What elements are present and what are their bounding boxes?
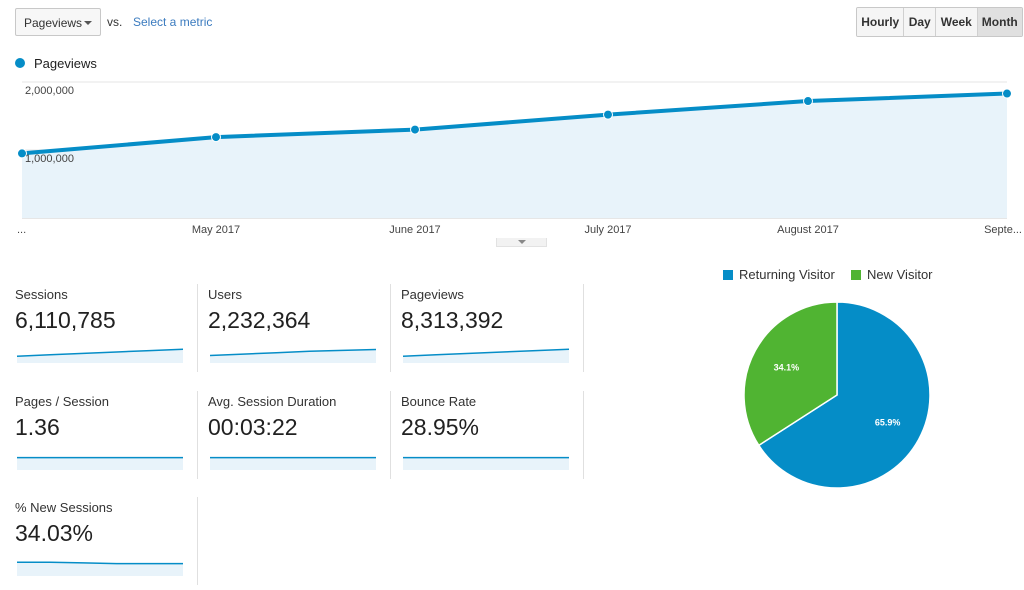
tile-divider: [197, 497, 198, 585]
range-week-button[interactable]: Week: [936, 8, 978, 36]
metric-tile[interactable]: Pageviews 8,313,392: [401, 287, 584, 371]
series-line-pageviews: [21, 91, 1008, 156]
chart-collapse-handle[interactable]: [496, 238, 547, 247]
tile-divider: [390, 391, 391, 479]
metric-tile[interactable]: Bounce Rate 28.95%: [401, 394, 584, 478]
metric-sparkline: [403, 456, 569, 470]
tile-divider: [390, 284, 391, 372]
sparkline-area: [210, 349, 376, 363]
legend-swatch: [723, 269, 733, 280]
time-range-selector: Hourly Day Week Month: [856, 7, 1023, 37]
tile-divider: [197, 284, 198, 372]
range-month-button[interactable]: Month: [977, 8, 1022, 36]
sparkline-area: [17, 562, 183, 576]
chevron-down-icon: [84, 21, 92, 25]
sparkline-area: [17, 457, 183, 470]
metric-sparkline: [16, 348, 184, 363]
legend-marker: [15, 58, 25, 68]
sparkline-line: [16, 348, 184, 357]
pie-slice-returning-visitor[interactable]: [757, 301, 931, 489]
series-area-pageviews: [22, 93, 1007, 218]
x-tick-label: Septe...: [984, 224, 1022, 236]
range-hourly-button[interactable]: Hourly: [857, 8, 905, 36]
data-point[interactable]: [1002, 88, 1012, 99]
pie-slice-label: 65.9%: [875, 418, 901, 428]
metric-label: Bounce Rate: [401, 394, 477, 409]
legend-label-returning-visitor: Returning Visitor: [739, 267, 835, 282]
x-tick-label: May 2017: [192, 224, 240, 236]
metric-tile[interactable]: % New Sessions 34.03%: [15, 500, 198, 584]
sparkline-area: [210, 457, 376, 470]
sparkline-line: [402, 348, 570, 357]
legend-swatch: [851, 269, 861, 280]
sparkline-area: [403, 457, 569, 470]
metric-value: 8,313,392: [401, 307, 504, 333]
tile-divider: [583, 391, 584, 479]
metric-sparkline: [402, 348, 570, 363]
metric-tile[interactable]: Pages / Session 1.36: [15, 394, 198, 478]
metric-sparkline: [17, 456, 183, 470]
legend-label-new-visitor: New Visitor: [867, 267, 933, 282]
metric-label: Sessions: [15, 287, 68, 302]
metric-value: 28.95%: [401, 414, 480, 440]
metric-value: 1.36: [15, 414, 60, 440]
metric-value: 6,110,785: [15, 307, 116, 333]
sparkline-line: [17, 561, 183, 565]
legend-label-pageviews: Pageviews: [34, 56, 97, 71]
x-tick-label: July 2017: [584, 224, 631, 236]
data-point[interactable]: [17, 148, 27, 159]
sparkline-area: [17, 349, 183, 363]
range-day-button[interactable]: Day: [904, 8, 937, 36]
x-tick-label: June 2017: [389, 224, 440, 236]
metric-value: 00:03:22: [208, 414, 298, 440]
metric-label: Users: [208, 287, 242, 302]
pie-slice-new-visitor[interactable]: [743, 301, 838, 447]
metric-tile[interactable]: Avg. Session Duration 00:03:22: [208, 394, 391, 478]
metric-sparkline: [209, 348, 377, 363]
vs-label: vs.: [107, 15, 123, 29]
tile-divider: [197, 391, 198, 479]
y-tick-label: 1,000,000: [25, 153, 74, 165]
data-point[interactable]: [603, 109, 613, 120]
data-point[interactable]: [803, 96, 813, 107]
metric-value: 34.03%: [15, 520, 94, 546]
pie-legend-new: New Visitor: [851, 267, 933, 282]
metric-label: Pages / Session: [15, 394, 109, 409]
x-tick-label: August 2017: [777, 224, 839, 236]
sparkline-area: [403, 349, 569, 363]
data-point[interactable]: [410, 124, 420, 135]
select-metric-link[interactable]: Select a metric: [133, 15, 213, 29]
metric-tile[interactable]: Users 2,232,364: [208, 287, 391, 371]
metric-value: 2,232,364: [208, 307, 311, 333]
metric-sparkline: [17, 561, 183, 576]
metric-label: Avg. Session Duration: [208, 394, 337, 409]
metric-label: Pageviews: [401, 287, 464, 302]
pie-legend-returning: Returning Visitor: [723, 267, 835, 282]
metric-label: % New Sessions: [15, 500, 113, 515]
y-tick-label: 2,000,000: [25, 85, 74, 97]
tile-divider: [583, 284, 584, 372]
pageviews-line-chart: 2,000,000 1,000,000... May 2017 June 2017 Ju…: [17, 81, 1022, 236]
pie-slice-label: 34.1%: [774, 362, 800, 372]
metric-sparkline: [210, 456, 376, 470]
metric-select[interactable]: Pageviews: [15, 8, 101, 36]
visitor-type-pie-chart: 65.9% 34.1%: [743, 301, 931, 489]
metric-select-value: Pageviews: [24, 16, 83, 30]
x-tick-label: ...: [17, 224, 26, 236]
metric-tile[interactable]: Sessions 6,110,785: [15, 287, 198, 371]
sparkline-line: [209, 348, 377, 357]
data-point[interactable]: [211, 132, 221, 143]
